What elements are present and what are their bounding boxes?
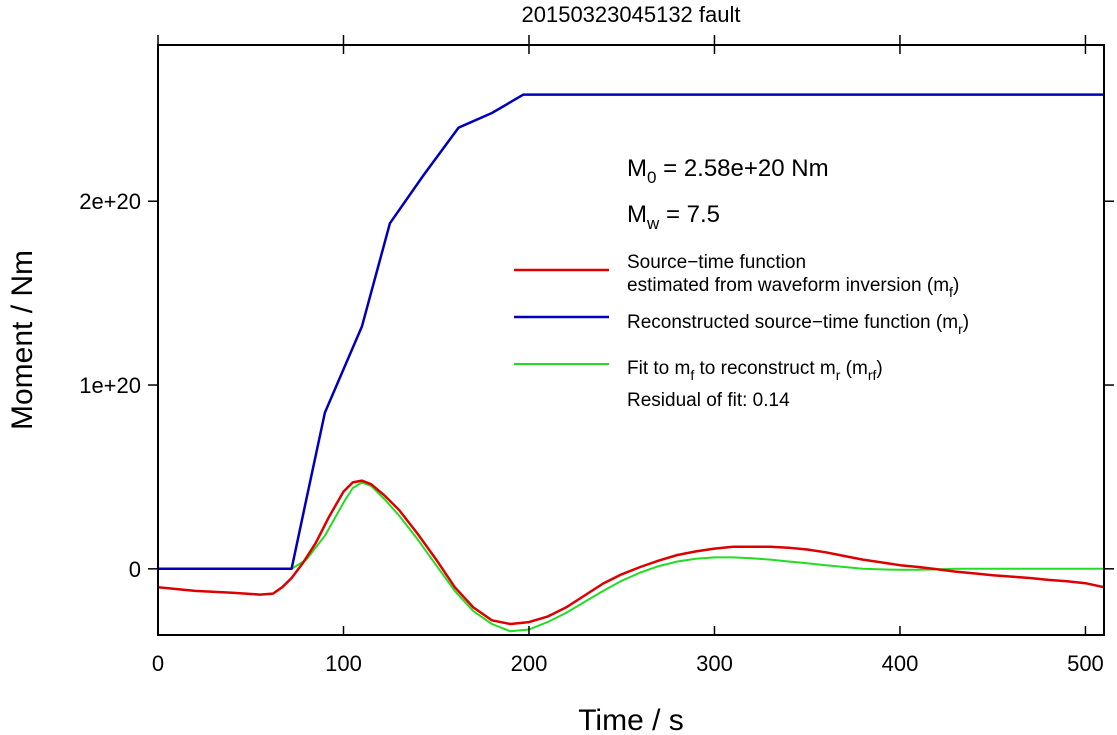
legend-text-part: to reconstruct m — [694, 358, 836, 379]
seismic-moment-subscript: 0 — [647, 168, 656, 187]
x-axis-ticks: 0 100 200 300 400 500 — [152, 35, 1104, 676]
y-tick-label: 2e+20 — [79, 189, 141, 214]
residual-of-fit-label: Residual of fit: 0.14 — [627, 390, 790, 411]
legend-text-part: ) — [876, 358, 882, 379]
x-tick-label: 0 — [152, 651, 164, 676]
legend-label-2: Fit to mf to reconstruct mr (mrf) — [627, 358, 883, 383]
legend-text-part: Fit to m — [627, 358, 690, 379]
x-tick-label: 400 — [882, 651, 919, 676]
moment-magnitude-value: = 7.5 — [659, 201, 720, 228]
legend-subscript: f — [949, 284, 953, 300]
plot-frame — [157, 44, 1105, 636]
x-tick-label: 200 — [511, 651, 548, 676]
legend-label-0-line-1: estimated from waveform inversion (mf) — [627, 275, 959, 300]
x-tick-label: 300 — [696, 651, 733, 676]
series-layer — [157, 93, 1105, 633]
legend-text-part: ) — [953, 275, 959, 296]
moment-magnitude-symbol: M — [627, 201, 647, 228]
seismic-moment-value: = 2.58e+20 Nm — [656, 155, 828, 182]
legend-label-0-line-0: Source−time function — [627, 252, 806, 273]
x-axis-title: Time / s — [578, 704, 684, 735]
x-tick-label: 100 — [325, 651, 362, 676]
legend-label-1-line-0: Reconstructed source−time function (mr) — [627, 312, 969, 337]
legend-subscript: r — [836, 367, 841, 383]
y-tick-label: 1e+20 — [79, 373, 141, 398]
seismic-moment-symbol: M — [627, 155, 647, 182]
moment-magnitude-subscript: w — [646, 214, 660, 233]
legend-text-part: estimated from waveform inversion (m — [627, 275, 949, 296]
legend-subscript: r — [958, 321, 963, 337]
legend-subscript: f — [690, 367, 694, 383]
series-line-0 — [157, 479, 1105, 626]
chart-title: 20150323045132 fault — [522, 2, 741, 27]
seismic-moment-label: M0 = 2.58e+20 Nm — [627, 155, 829, 187]
y-axis-ticks: 0 1e+20 2e+20 — [79, 189, 1114, 582]
series-line-1 — [158, 93, 1104, 571]
legend-subscript: rf — [868, 367, 877, 383]
legend-text-part: Source−time function — [627, 252, 806, 273]
y-tick-label: 0 — [129, 557, 141, 582]
x-tick-label: 500 — [1067, 651, 1104, 676]
y-axis-title: Moment / Nm — [6, 250, 39, 430]
moment-magnitude-label: Mw = 7.5 — [627, 201, 720, 233]
legend-text-part: (m — [840, 358, 867, 379]
legend-text-part: ) — [963, 312, 969, 333]
series-line-2 — [158, 481, 1104, 633]
legend-text-part: Reconstructed source−time function (m — [627, 312, 958, 333]
